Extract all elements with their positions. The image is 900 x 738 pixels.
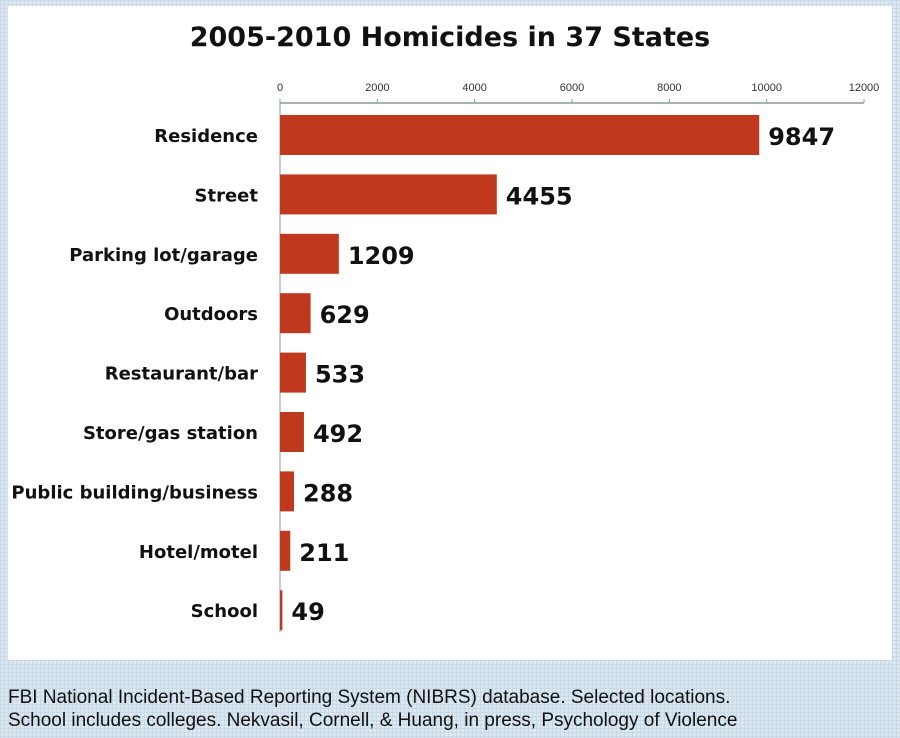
chart-title: 2005-2010 Homicides in 37 States — [189, 22, 711, 53]
bar-street — [280, 174, 497, 215]
bar-outdoors — [280, 293, 311, 334]
value-label: 492 — [313, 420, 363, 448]
value-label: 49 — [291, 598, 324, 626]
category-label: Street — [195, 185, 259, 206]
category-label: School — [191, 601, 258, 622]
bar-residence — [280, 115, 760, 155]
value-label: 211 — [299, 539, 349, 567]
bar-restaurant-bar — [280, 352, 306, 393]
value-label: 533 — [315, 361, 365, 389]
bar-hotel-motel — [280, 530, 291, 571]
category-label: Public building/business — [11, 482, 258, 503]
x-tick-label: 2000 — [365, 82, 389, 94]
value-label: 9847 — [768, 123, 835, 151]
x-tick-label: 0 — [277, 82, 283, 94]
bar-school — [280, 590, 283, 631]
category-label: Residence — [154, 126, 258, 147]
bar-parking-lot-garage — [280, 233, 339, 274]
value-label: 288 — [303, 479, 353, 507]
footnote-line-2: School includes colleges. Nekvasil, Corn… — [8, 710, 738, 731]
category-label: Parking lot/garage — [69, 245, 258, 266]
value-label: 4455 — [506, 182, 573, 210]
x-tick-label: 12000 — [849, 82, 880, 94]
value-label: 1209 — [348, 242, 415, 270]
x-tick-label: 8000 — [657, 82, 681, 94]
x-tick-label: 10000 — [751, 82, 782, 94]
category-label: Hotel/motel — [139, 542, 258, 563]
category-label: Outdoors — [164, 304, 258, 325]
value-label: 629 — [320, 301, 370, 329]
bar-public-building-business — [280, 471, 295, 512]
category-label: Store/gas station — [83, 423, 258, 444]
x-tick-label: 6000 — [560, 82, 584, 94]
footnote-line-1: FBI National Incident-Based Reporting Sy… — [8, 687, 731, 708]
category-label: Restaurant/bar — [105, 364, 258, 385]
x-tick-label: 4000 — [462, 82, 486, 94]
bar-store-gas-station — [280, 412, 304, 452]
